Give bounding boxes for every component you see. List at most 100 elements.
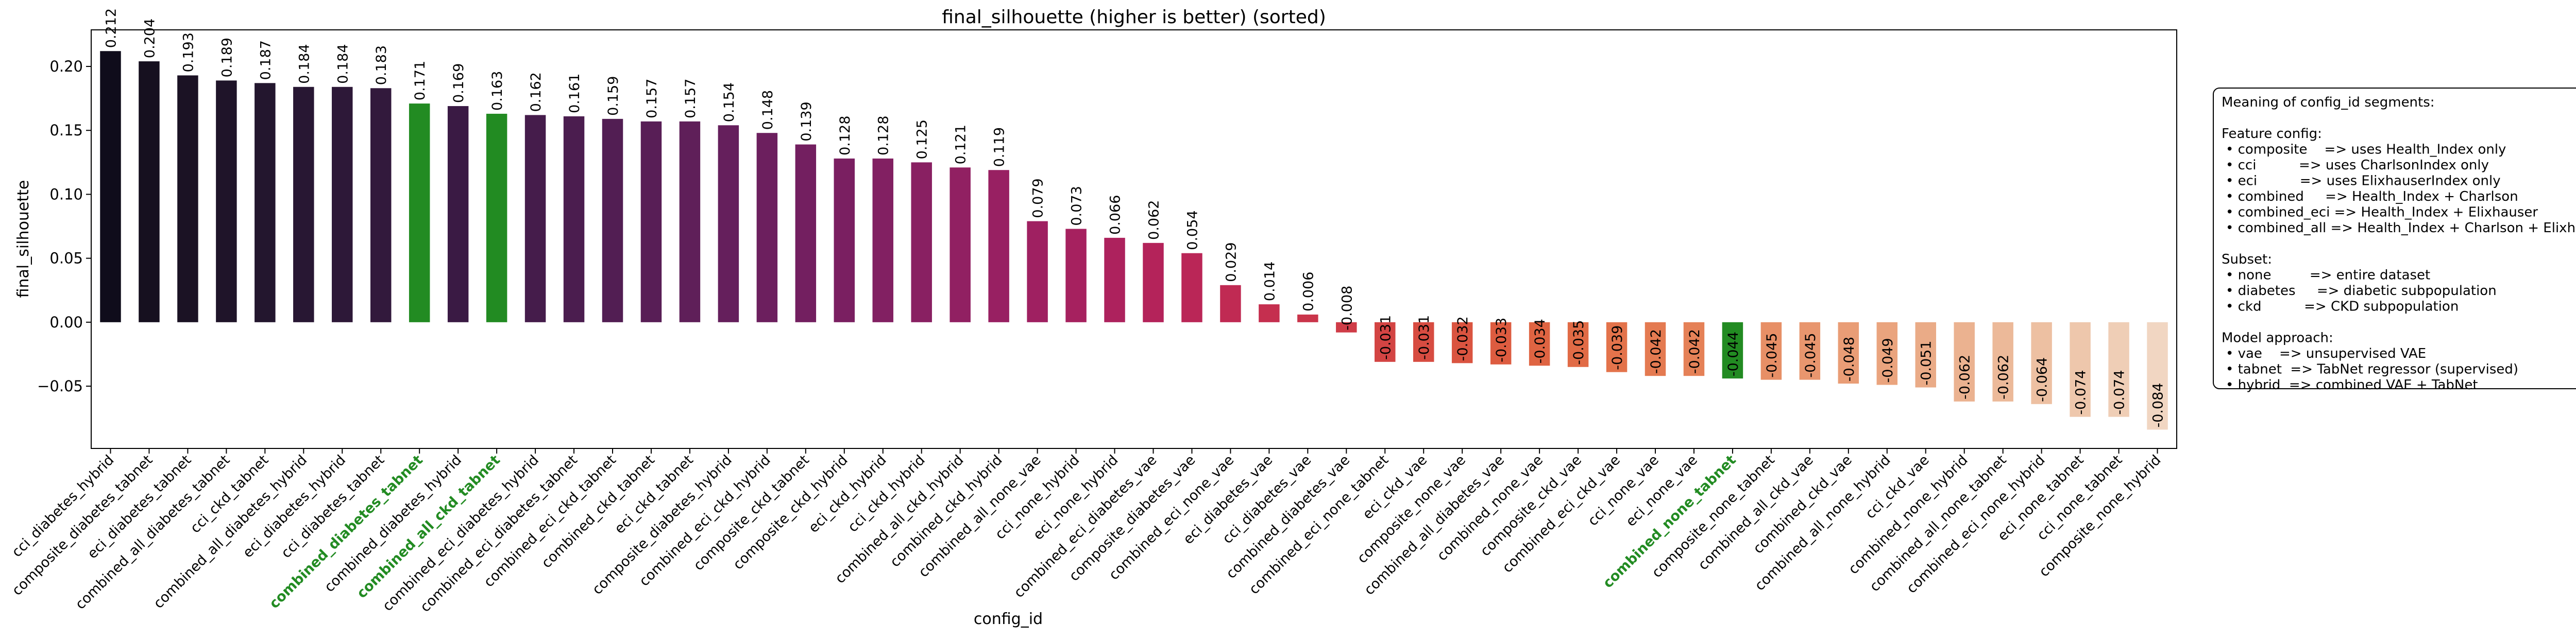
data-label: 0.079 (1030, 178, 1046, 218)
legend-title: Meaning of config_id segments: (2222, 95, 2435, 110)
data-label: 0.204 (142, 19, 158, 58)
x-tick-label: composite_diabetes_hybrid (589, 452, 735, 598)
data-label: 0.184 (335, 44, 351, 83)
bar (524, 115, 546, 322)
bar (370, 88, 392, 322)
bar (834, 158, 855, 322)
x-tick-label: composite_diabetes_tabnet (9, 452, 156, 599)
data-label: 0.121 (953, 125, 969, 164)
bar (100, 51, 121, 322)
data-label: -0.064 (2035, 357, 2050, 402)
data-label: 0.125 (914, 119, 930, 159)
bar (1490, 322, 1512, 365)
bar (1297, 314, 1318, 322)
bar (1181, 253, 1202, 322)
data-label: 0.148 (760, 90, 776, 130)
data-label: 0.193 (180, 32, 196, 72)
bar (1143, 242, 1164, 322)
bar (1027, 221, 1048, 322)
data-label: -0.032 (1455, 316, 1471, 361)
data-label: -0.042 (1687, 329, 1703, 374)
data-label: 0.062 (1146, 200, 1162, 240)
bar (679, 121, 701, 322)
data-label: -0.049 (1880, 338, 1896, 383)
bar (2031, 322, 2052, 404)
data-label: -0.045 (1764, 333, 1780, 378)
bar (1954, 322, 1975, 402)
data-label: 0.073 (1069, 186, 1085, 226)
bar (911, 162, 932, 322)
bar (1065, 229, 1087, 322)
legend-item: • none => entire dataset (2226, 268, 2430, 283)
bar (293, 86, 314, 322)
data-label: 0.189 (219, 38, 235, 77)
y-tick-label: 0.10 (49, 185, 83, 203)
chart-title: final_silhouette (higher is better) (sor… (942, 7, 1326, 28)
data-label: 0.187 (258, 40, 274, 80)
legend-item: • ckd => CKD subpopulation (2226, 299, 2459, 315)
data-label: 0.162 (528, 72, 544, 112)
bar (1413, 322, 1434, 362)
bar (756, 133, 778, 322)
legend-box: Meaning of config_id segments: Feature co… (2213, 88, 2576, 393)
legend-heading: Subset: (2222, 252, 2272, 267)
legend-heading: Model approach: (2222, 331, 2333, 346)
data-label: 0.128 (876, 116, 892, 155)
y-tick-label: −0.05 (37, 377, 83, 395)
bar (1336, 322, 1357, 333)
bar (1567, 322, 1589, 367)
bar (872, 158, 893, 322)
data-label: -0.039 (1609, 325, 1625, 370)
bar (216, 80, 237, 322)
bar (602, 118, 623, 322)
bar (1451, 322, 1473, 363)
bar (332, 86, 353, 322)
data-label: -0.051 (1919, 340, 1935, 385)
data-label: 0.169 (451, 63, 467, 103)
y-tick-label: 0.20 (49, 58, 83, 75)
y-tick-label: 0.00 (49, 314, 83, 331)
bar (2108, 322, 2129, 417)
data-label: 0.159 (605, 76, 621, 116)
data-label: 0.119 (992, 127, 1008, 167)
data-label: 0.212 (103, 8, 119, 48)
bar (2070, 322, 2091, 417)
data-label: 0.006 (1300, 272, 1316, 311)
bar (950, 167, 971, 322)
data-label: -0.034 (1532, 319, 1548, 363)
bar (139, 61, 160, 322)
data-label: 0.171 (412, 61, 428, 100)
data-label: -0.031 (1416, 315, 1432, 360)
bar (1992, 322, 2013, 402)
bar (563, 116, 585, 322)
data-label: 0.066 (1108, 195, 1124, 235)
data-label: 0.183 (374, 45, 389, 85)
bar (1838, 322, 1859, 384)
y-axis-label: final_silhouette (14, 180, 32, 298)
x-axis-label: config_id (974, 610, 1043, 628)
bar (486, 113, 507, 322)
data-label: -0.074 (2112, 370, 2128, 415)
legend-heading: Feature config: (2222, 126, 2322, 142)
bar (447, 106, 469, 322)
y-tick-label: 0.15 (49, 122, 83, 139)
x-tick-label: combined_eci_none_tabnet (1246, 452, 1392, 598)
bar (1799, 322, 1821, 380)
data-label: 0.157 (683, 79, 699, 118)
data-label: -0.084 (2150, 383, 2166, 427)
data-label: -0.035 (1571, 320, 1587, 365)
data-label: 0.054 (1184, 210, 1200, 250)
y-tick-label: 0.05 (49, 250, 83, 267)
bar (1529, 322, 1550, 366)
legend-item: • eci => uses ElixhauserIndex only (2226, 174, 2501, 189)
bar (1606, 322, 1628, 372)
bar (255, 83, 276, 322)
legend-frame (2213, 88, 2576, 389)
legend-item: • vae => unsupervised VAE (2226, 346, 2426, 361)
data-label: 0.161 (567, 74, 583, 113)
data-label: -0.062 (1957, 355, 1973, 400)
x-tick-label: combined_eci_diabetes_vae (1011, 452, 1160, 601)
data-label: 0.014 (1262, 262, 1278, 301)
legend-item: • composite => uses Health_Index only (2226, 142, 2506, 158)
